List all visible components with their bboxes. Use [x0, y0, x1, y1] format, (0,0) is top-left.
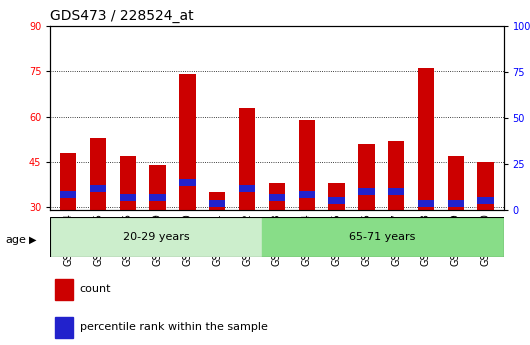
Bar — [269, 183, 285, 210]
Bar — [209, 192, 225, 210]
Text: ▶: ▶ — [29, 235, 37, 245]
Bar — [388, 188, 404, 195]
Text: 65-71 years: 65-71 years — [349, 232, 416, 242]
Text: count: count — [80, 284, 111, 294]
Bar — [478, 162, 494, 210]
Text: GDS473 / 228524_at: GDS473 / 228524_at — [50, 9, 194, 23]
Text: 20-29 years: 20-29 years — [123, 232, 189, 242]
Bar — [418, 68, 434, 210]
Bar — [388, 141, 404, 210]
Bar — [120, 194, 136, 201]
Text: percentile rank within the sample: percentile rank within the sample — [80, 322, 268, 332]
Bar — [262, 217, 504, 257]
Bar — [60, 153, 76, 210]
Bar — [90, 138, 106, 210]
Bar — [329, 183, 345, 210]
Bar — [418, 200, 434, 207]
Bar — [149, 194, 166, 201]
Bar — [55, 316, 73, 338]
Bar — [50, 217, 262, 257]
Text: age: age — [5, 235, 26, 245]
Bar — [448, 156, 464, 210]
Bar — [329, 197, 345, 204]
Bar — [239, 185, 255, 192]
Bar — [358, 144, 375, 210]
Bar — [358, 188, 375, 195]
Bar — [55, 278, 73, 300]
Bar — [239, 108, 255, 210]
Bar — [269, 194, 285, 201]
Bar — [209, 200, 225, 207]
Bar — [60, 191, 76, 198]
Bar — [149, 165, 166, 210]
Bar — [90, 185, 106, 192]
Bar — [298, 191, 315, 198]
Bar — [179, 179, 196, 186]
Bar — [478, 197, 494, 204]
Bar — [298, 120, 315, 210]
Bar — [179, 74, 196, 210]
Bar — [448, 200, 464, 207]
Bar — [120, 156, 136, 210]
